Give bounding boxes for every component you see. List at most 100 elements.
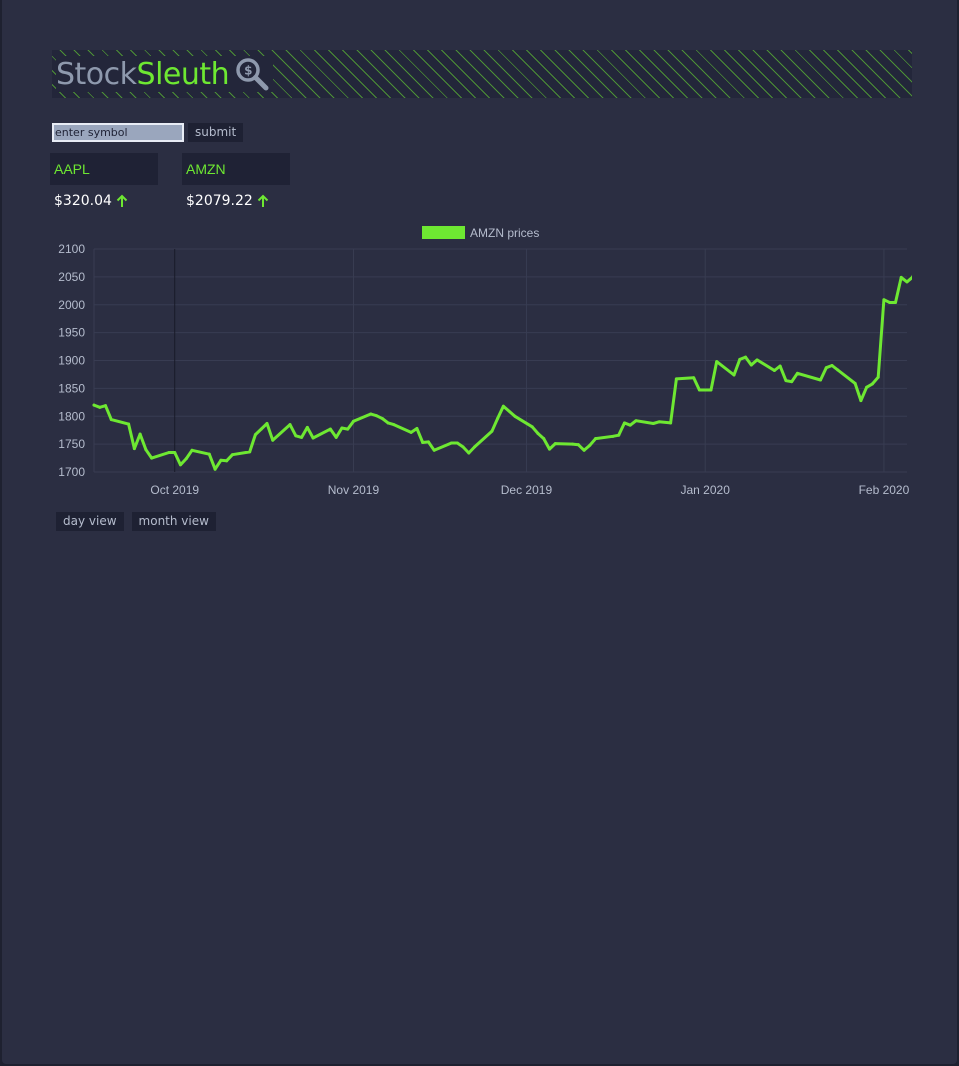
arrow-up-icon [116,194,128,207]
price-point [755,358,759,362]
ticker-price: $320.04 [54,193,112,209]
price-point [98,405,102,409]
price-point [795,371,799,375]
price-point [594,437,598,441]
ticker-price-row: $2079.22 [186,193,290,209]
symbol-input[interactable] [52,123,184,142]
header-banner: Stock Sleuth $ [52,50,912,98]
price-point [334,435,338,439]
price-point [732,373,736,377]
price-point [380,416,384,420]
price-point [109,418,113,422]
price-point [421,440,425,444]
price-point [576,443,580,447]
price-point [271,438,275,442]
price-point [432,448,436,452]
price-point [870,382,874,386]
price-point [467,451,471,455]
ticker-card-amzn[interactable]: AMZN $2079.22 [182,153,290,209]
price-point [882,298,886,302]
price-point [830,364,834,368]
x-tick-label: Feb 2020 [859,483,910,497]
month-view-button[interactable]: month view [131,512,216,531]
price-point [893,301,897,305]
price-point [259,427,263,431]
price-point [167,450,171,454]
price-point [824,366,828,370]
price-point [346,427,350,431]
price-point [628,423,632,427]
price-point [490,429,494,433]
price-point [248,450,252,454]
y-tick-label: 1700 [58,465,85,479]
price-point [588,443,592,447]
price-point [876,375,880,379]
x-tick-label: Dec 2019 [501,483,553,497]
view-toggle: day view month view [56,512,224,531]
price-point [104,404,108,408]
price-chart: 1700 1750 1800 1850 1900 1950 2000 2050 2100 Oct… [58,226,912,497]
price-point [415,427,419,431]
price-point [392,423,396,427]
price-point [744,355,748,359]
magnifier-dollar-icon: $ [236,58,269,91]
price-point [865,385,869,389]
y-tick-label: 2050 [58,270,85,284]
price-point [351,419,355,423]
price-point [184,457,188,461]
price-point [859,399,863,403]
price-point [513,414,517,418]
price-point [738,357,742,361]
y-tick-label: 2100 [58,242,85,256]
price-point [230,453,234,457]
ticker-symbol: AAPL [50,153,158,185]
price-point [375,414,379,418]
price-point [92,403,96,407]
chart-legend[interactable]: AMZN prices [422,226,539,240]
price-point [305,425,309,429]
price-point [265,421,269,425]
price-point [571,442,575,446]
price-point [853,381,857,385]
y-tick-label: 2000 [58,298,85,312]
submit-button[interactable]: submit [188,123,244,142]
y-tick-label: 1850 [58,381,85,395]
price-point [455,441,459,445]
y-tick-label: 1900 [58,354,85,368]
price-point [674,377,678,381]
ticker-symbol: AMZN [182,153,290,185]
price-point [905,280,909,284]
price-point [899,275,903,279]
price-point [651,421,655,425]
y-tick-label: 1950 [58,326,85,340]
ticker-card-aapl[interactable]: AAPL $320.04 [50,153,158,209]
x-tick-label: Oct 2019 [150,483,199,497]
x-tick-label: Nov 2019 [328,483,380,497]
price-point [449,441,453,445]
price-point [692,376,696,380]
price-point [715,360,719,364]
x-tick-label: Jan 2020 [680,483,730,497]
price-point [709,388,713,392]
price-point [473,445,477,449]
price-point [697,388,701,392]
price-point [911,275,912,279]
chart-grid [93,248,907,473]
price-point [461,445,465,449]
price-point [144,448,148,452]
price-line [92,274,912,471]
price-point [819,378,823,382]
price-point [253,433,257,437]
price-point [617,433,621,437]
price-point [749,363,753,367]
price-point [657,420,661,424]
price-point [386,421,390,425]
arrow-up-icon [257,194,269,207]
day-view-button[interactable]: day view [56,512,124,531]
search-row: submit [52,123,244,142]
svg-text:$: $ [244,64,252,78]
price-point [225,459,229,463]
price-point [150,456,154,460]
price-point [219,458,223,462]
logo[interactable]: Stock Sleuth $ [56,56,274,92]
